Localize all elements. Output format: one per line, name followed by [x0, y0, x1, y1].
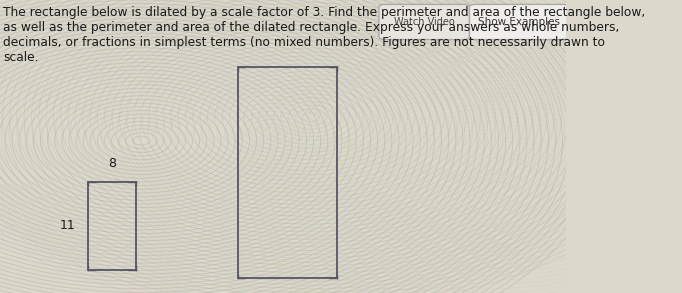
Text: Watch Video: Watch Video [394, 17, 455, 27]
Bar [237, 67, 336, 278]
FancyBboxPatch shape [469, 4, 569, 40]
Text: Show Examples: Show Examples [478, 17, 560, 27]
Text: The rectangle below is dilated by a scale factor of 3. Find the perimeter and ar: The rectangle below is dilated by a scal… [3, 6, 645, 64]
Text: 11: 11 [59, 219, 75, 232]
Text: 8: 8 [108, 157, 116, 170]
FancyBboxPatch shape [379, 4, 469, 40]
Bar [88, 182, 136, 270]
